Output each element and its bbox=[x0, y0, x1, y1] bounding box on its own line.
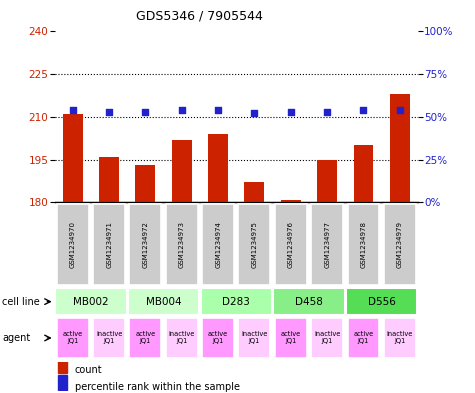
Text: inactive
JQ1: inactive JQ1 bbox=[387, 331, 413, 345]
Text: count: count bbox=[75, 365, 102, 375]
Bar bbox=[99, 157, 119, 202]
FancyBboxPatch shape bbox=[166, 318, 198, 358]
Text: GSM1234978: GSM1234978 bbox=[361, 221, 367, 268]
Text: D283: D283 bbox=[222, 297, 250, 307]
Text: D458: D458 bbox=[295, 297, 323, 307]
Point bbox=[251, 110, 258, 117]
Point bbox=[142, 108, 149, 115]
Bar bbox=[135, 165, 155, 202]
Text: GDS5346 / 7905544: GDS5346 / 7905544 bbox=[136, 10, 263, 23]
Bar bbox=[390, 94, 410, 202]
FancyBboxPatch shape bbox=[130, 318, 162, 358]
Text: GSM1234979: GSM1234979 bbox=[397, 221, 403, 268]
Text: GSM1234971: GSM1234971 bbox=[106, 221, 112, 268]
FancyBboxPatch shape bbox=[202, 318, 234, 358]
FancyBboxPatch shape bbox=[348, 318, 380, 358]
FancyBboxPatch shape bbox=[128, 288, 199, 315]
FancyBboxPatch shape bbox=[311, 204, 343, 285]
Bar bbox=[58, 358, 67, 373]
Text: GSM1234973: GSM1234973 bbox=[179, 221, 185, 268]
Text: cell line: cell line bbox=[2, 297, 40, 307]
FancyBboxPatch shape bbox=[311, 318, 343, 358]
Text: GSM1234976: GSM1234976 bbox=[288, 221, 294, 268]
Text: GSM1234974: GSM1234974 bbox=[215, 221, 221, 268]
Text: active
JQ1: active JQ1 bbox=[135, 331, 156, 345]
Text: GSM1234970: GSM1234970 bbox=[70, 221, 76, 268]
Bar bbox=[63, 114, 83, 202]
Text: active
JQ1: active JQ1 bbox=[63, 331, 83, 345]
FancyBboxPatch shape bbox=[274, 288, 344, 315]
Bar bbox=[353, 145, 373, 202]
Text: percentile rank within the sample: percentile rank within the sample bbox=[75, 382, 239, 391]
FancyBboxPatch shape bbox=[93, 204, 125, 285]
Bar bbox=[58, 375, 67, 389]
FancyBboxPatch shape bbox=[238, 318, 270, 358]
FancyBboxPatch shape bbox=[384, 204, 416, 285]
Point bbox=[214, 107, 222, 113]
FancyBboxPatch shape bbox=[57, 204, 89, 285]
Text: inactive
JQ1: inactive JQ1 bbox=[96, 331, 123, 345]
Text: inactive
JQ1: inactive JQ1 bbox=[169, 331, 195, 345]
Text: active
JQ1: active JQ1 bbox=[208, 331, 228, 345]
FancyBboxPatch shape bbox=[275, 318, 307, 358]
Text: MB004: MB004 bbox=[146, 297, 181, 307]
Point bbox=[396, 107, 404, 113]
Text: D556: D556 bbox=[368, 297, 396, 307]
Bar bbox=[172, 140, 192, 202]
FancyBboxPatch shape bbox=[202, 204, 234, 285]
Bar bbox=[281, 200, 301, 202]
Text: MB002: MB002 bbox=[73, 297, 109, 307]
FancyBboxPatch shape bbox=[238, 204, 270, 285]
FancyBboxPatch shape bbox=[166, 204, 198, 285]
Point bbox=[287, 108, 294, 115]
Bar bbox=[317, 160, 337, 202]
Point bbox=[105, 108, 113, 115]
FancyBboxPatch shape bbox=[275, 204, 307, 285]
FancyBboxPatch shape bbox=[346, 288, 417, 315]
Point bbox=[360, 107, 367, 113]
Point bbox=[323, 108, 331, 115]
FancyBboxPatch shape bbox=[130, 204, 162, 285]
Text: agent: agent bbox=[2, 333, 30, 343]
Point bbox=[178, 107, 186, 113]
FancyBboxPatch shape bbox=[93, 318, 125, 358]
Bar bbox=[208, 134, 228, 202]
FancyBboxPatch shape bbox=[201, 288, 272, 315]
Text: GSM1234975: GSM1234975 bbox=[251, 221, 257, 268]
FancyBboxPatch shape bbox=[56, 288, 126, 315]
Text: active
JQ1: active JQ1 bbox=[353, 331, 374, 345]
FancyBboxPatch shape bbox=[384, 318, 416, 358]
Text: GSM1234977: GSM1234977 bbox=[324, 221, 330, 268]
Text: active
JQ1: active JQ1 bbox=[281, 331, 301, 345]
Bar bbox=[245, 182, 265, 202]
Text: GSM1234972: GSM1234972 bbox=[142, 221, 149, 268]
Point bbox=[69, 107, 76, 113]
Text: inactive
JQ1: inactive JQ1 bbox=[314, 331, 341, 345]
Text: inactive
JQ1: inactive JQ1 bbox=[241, 331, 268, 345]
FancyBboxPatch shape bbox=[57, 318, 89, 358]
FancyBboxPatch shape bbox=[348, 204, 380, 285]
